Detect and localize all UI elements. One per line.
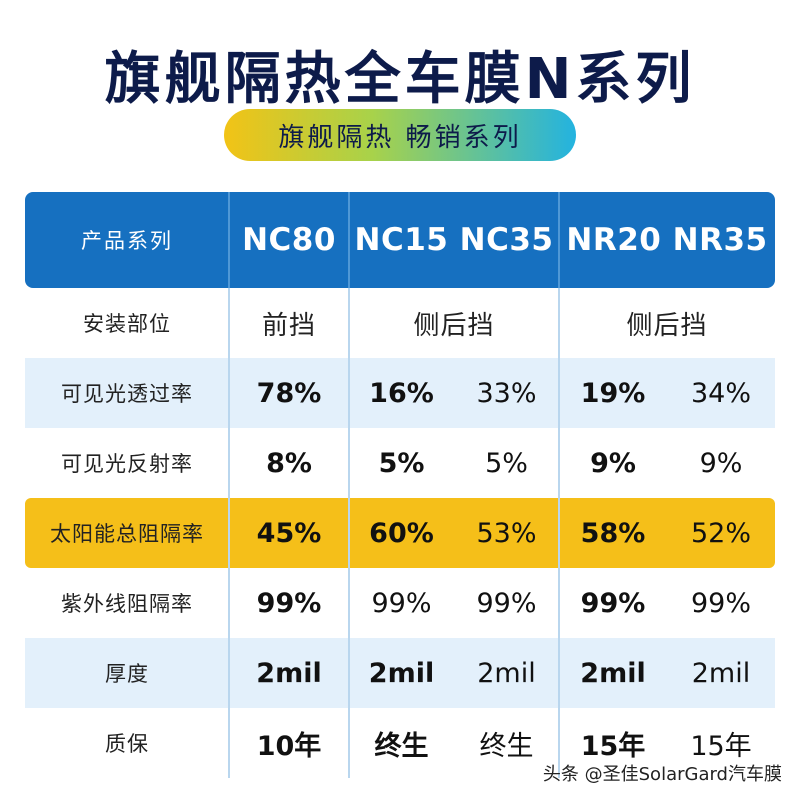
- table-row-tser: [25, 498, 775, 568]
- header-col-nc80: NC80: [242, 222, 336, 258]
- cell-value: 99%: [690, 587, 751, 619]
- cell-value: 45%: [256, 517, 322, 549]
- subtitle-text: 旗舰隔热 畅销系列: [278, 122, 522, 153]
- cell-value: 99%: [256, 587, 322, 619]
- source-watermark: 头条 @圣佳SolarGard汽车膜: [542, 764, 782, 785]
- cell-value: 99%: [371, 587, 432, 619]
- location-value: 侧后挡: [413, 310, 495, 341]
- column-divider: [348, 288, 350, 778]
- location-value: 侧后挡: [626, 310, 708, 341]
- cell-value: 58%: [580, 517, 646, 549]
- cell-value: 9%: [699, 447, 743, 479]
- column-divider: [228, 288, 230, 778]
- cell-value: 终生: [479, 730, 534, 762]
- cell-value: 2mil: [580, 657, 646, 689]
- cell-value: 5%: [378, 447, 425, 479]
- table-row-vlt: [25, 358, 775, 428]
- header-label: 产品系列: [81, 229, 173, 253]
- column-divider: [558, 288, 560, 778]
- cell-value: 15年: [690, 730, 752, 762]
- row-label: 安装部位: [83, 312, 171, 336]
- cell-value: 99%: [580, 587, 646, 619]
- cell-value: 5%: [485, 447, 528, 479]
- cell-value: 2mil: [477, 657, 536, 689]
- header-divider: [558, 192, 560, 288]
- cell-value: 19%: [580, 377, 646, 409]
- row-label: 质保: [105, 732, 149, 756]
- cell-value: 10年: [256, 730, 322, 762]
- cell-value: 15年: [580, 730, 646, 762]
- table-row-thickness: [25, 638, 775, 708]
- cell-value: 78%: [256, 377, 322, 409]
- cell-value: 2mil: [691, 657, 751, 689]
- header-col-nc: NC15 NC35: [354, 222, 554, 258]
- row-label: 紫外线阻隔率: [61, 592, 193, 616]
- header-divider: [228, 192, 230, 288]
- cell-value: 终生: [374, 730, 429, 762]
- row-label: 可见光反射率: [61, 452, 193, 476]
- cell-value: 99%: [476, 587, 537, 619]
- header-col-nr: NR20 NR35: [566, 222, 768, 258]
- cell-value: 52%: [690, 517, 751, 549]
- location-value: 前挡: [261, 310, 316, 341]
- cell-value: 2mil: [368, 657, 435, 689]
- cell-value: 9%: [590, 447, 636, 479]
- cell-value: 60%: [369, 517, 434, 549]
- cell-value: 33%: [476, 377, 537, 409]
- header-divider: [348, 192, 350, 288]
- cell-value: 53%: [476, 517, 537, 549]
- table-header: 产品系列 NC80 NC15 NC35 NR20 NR35: [25, 192, 775, 288]
- cell-value: 16%: [369, 377, 434, 409]
- row-label: 太阳能总阻隔率: [50, 522, 204, 546]
- subtitle-pill: 旗舰隔热 畅销系列: [224, 109, 576, 161]
- row-label: 可见光透过率: [61, 382, 193, 406]
- cell-value: 34%: [690, 377, 751, 409]
- row-label: 厚度: [105, 662, 149, 686]
- cell-value: 8%: [266, 447, 312, 479]
- page-title: 旗舰隔热全车膜N系列: [104, 47, 696, 112]
- cell-value: 2mil: [256, 657, 322, 689]
